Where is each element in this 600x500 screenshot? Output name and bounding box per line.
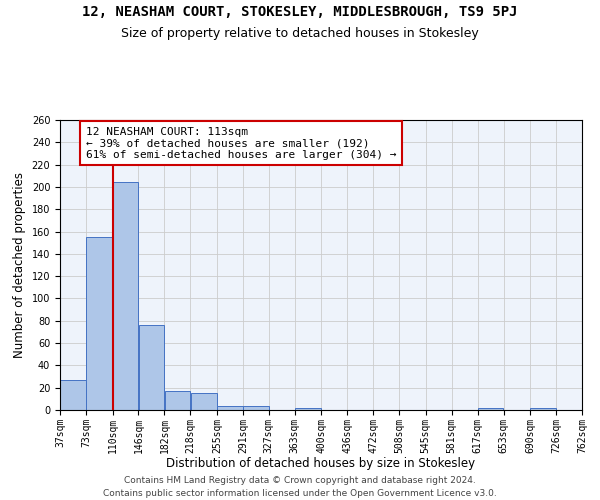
Bar [113, 182, 138, 410]
Text: Distribution of detached houses by size in Stokesley: Distribution of detached houses by size … [166, 458, 476, 470]
Bar [582, 408, 600, 410]
Bar [164, 391, 190, 410]
Bar [217, 406, 242, 410]
Text: 12, NEASHAM COURT, STOKESLEY, MIDDLESBROUGH, TS9 5PJ: 12, NEASHAM COURT, STOKESLEY, MIDDLESBRO… [82, 5, 518, 19]
Bar [60, 380, 86, 410]
Bar [139, 325, 164, 410]
Bar [478, 408, 503, 410]
Text: Size of property relative to detached houses in Stokesley: Size of property relative to detached ho… [121, 28, 479, 40]
Text: 12 NEASHAM COURT: 113sqm
← 39% of detached houses are smaller (192)
61% of semi-: 12 NEASHAM COURT: 113sqm ← 39% of detach… [86, 126, 397, 160]
Bar [86, 237, 112, 410]
Y-axis label: Number of detached properties: Number of detached properties [13, 172, 26, 358]
Bar [191, 394, 217, 410]
Bar [295, 408, 321, 410]
Bar [243, 406, 269, 410]
Text: Contains HM Land Registry data © Crown copyright and database right 2024.
Contai: Contains HM Land Registry data © Crown c… [103, 476, 497, 498]
Bar [530, 408, 556, 410]
